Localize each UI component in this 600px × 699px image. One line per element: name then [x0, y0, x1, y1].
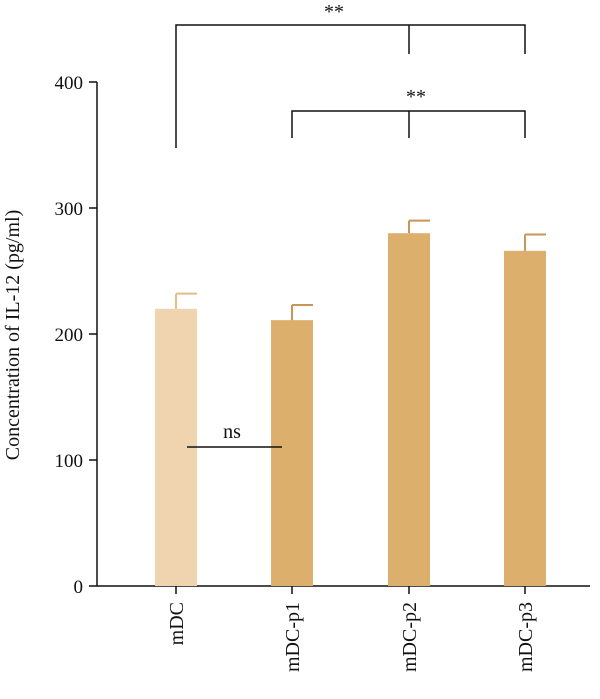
x-tick-label: mDC-p1	[282, 602, 304, 672]
bar-mDC-p3	[504, 250, 546, 586]
x-axis: mDC mDC-p1 mDC-p2 mDC-p3	[97, 585, 590, 672]
significance-label-1: **	[324, 1, 344, 23]
x-tick-label: mDC-p2	[399, 602, 421, 672]
bracket-1	[175, 24, 526, 148]
y-tick-label: 300	[55, 199, 84, 220]
x-tick-label: mDC	[166, 602, 188, 645]
significance-label-ns: ns	[223, 421, 241, 443]
error-bars	[175, 219, 546, 321]
y-tick-label: 0	[74, 577, 84, 598]
bar-mDC-p2	[388, 233, 430, 586]
bar-mDC-p1	[271, 320, 313, 586]
y-tick-label: 200	[55, 325, 84, 346]
y-tick-label: 100	[55, 451, 84, 472]
bars	[155, 233, 546, 586]
y-axis: 0 100 200 300 400	[55, 73, 98, 598]
x-tick-label: mDC-p3	[515, 602, 537, 672]
significance-label-2: **	[406, 86, 426, 108]
y-tick-label: 400	[55, 73, 84, 94]
significance-annotations: ** ** ns	[175, 1, 526, 448]
y-axis-title: Concentration of IL-12 (pg/ml)	[2, 210, 24, 461]
